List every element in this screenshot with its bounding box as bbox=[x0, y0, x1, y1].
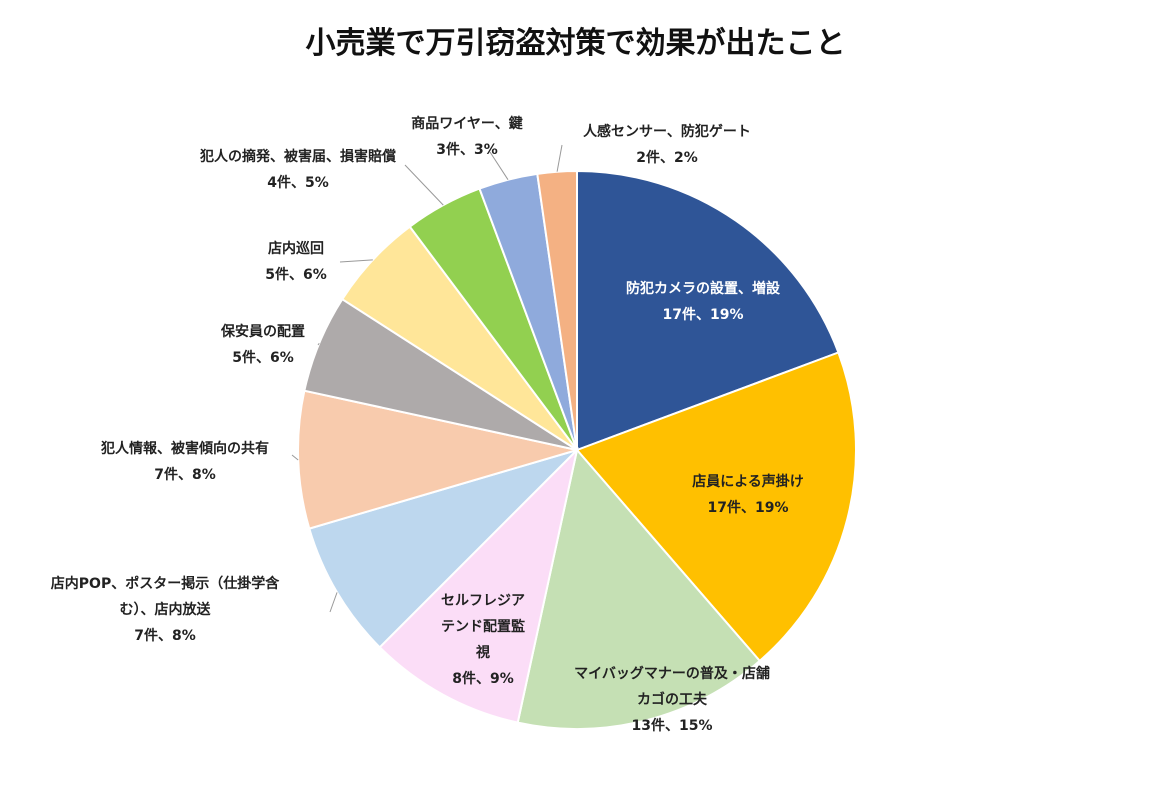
slice-value-label: 13件、15% bbox=[631, 718, 713, 734]
slice-value-label: 5件、6% bbox=[265, 267, 327, 283]
leader-line bbox=[329, 592, 338, 613]
data-label: 犯人情報、被害傾向の共有 7件、8% bbox=[65, 436, 305, 488]
data-label: 保安員の配置 5件、6% bbox=[163, 319, 363, 371]
leader-line bbox=[317, 342, 320, 346]
slice-category-label: マイバッグマナーの普及・店舗カゴの工夫 bbox=[574, 666, 770, 708]
pie-slice bbox=[297, 389, 578, 530]
data-label: 人感センサー、防犯ゲート 2件、2% bbox=[557, 119, 777, 171]
leader-line bbox=[556, 144, 563, 172]
slice-value-label: 3件、3% bbox=[436, 142, 498, 158]
slice-category-label: 犯人情報、被害傾向の共有 bbox=[101, 441, 269, 457]
slice-category-label: 店内巡回 bbox=[268, 241, 324, 257]
pie-slice bbox=[575, 351, 857, 663]
pie-slice bbox=[308, 449, 578, 649]
leader-line bbox=[404, 164, 444, 206]
slice-category-label: セルフレジアテンド配置監視 bbox=[441, 593, 525, 661]
pie-slice bbox=[536, 169, 578, 451]
leader-line bbox=[489, 151, 509, 180]
pie-slice bbox=[378, 446, 579, 724]
slice-value-label: 4件、5% bbox=[267, 175, 329, 191]
leader-line bbox=[339, 259, 373, 263]
slice-category-label: 保安員の配置 bbox=[221, 324, 305, 340]
data-label: 商品ワイヤー、鍵 3件、3% bbox=[387, 111, 547, 163]
data-label: マイバッグマナーの普及・店舗カゴの工夫 13件、15% bbox=[570, 661, 775, 739]
slice-category-label: 防犯カメラの設置、増設 bbox=[626, 281, 780, 297]
slice-category-label: 店内POP、ポスター掲示（仕掛学含む）、店内放送 bbox=[50, 576, 280, 618]
pie-slice bbox=[576, 169, 840, 452]
slice-value-label: 7件、8% bbox=[134, 628, 196, 644]
chart-title: 小売業で万引窃盗対策で効果が出たこと bbox=[305, 26, 846, 61]
data-label: 防犯カメラの設置、増設 17件、19% bbox=[588, 276, 818, 328]
slice-category-label: 店員による声掛け bbox=[692, 474, 804, 490]
leader-line bbox=[291, 454, 299, 461]
slice-value-label: 17件、19% bbox=[707, 500, 789, 516]
slice-category-label: 商品ワイヤー、鍵 bbox=[411, 116, 523, 132]
slice-value-label: 7件、8% bbox=[154, 467, 216, 483]
slice-category-label: 犯人の摘発、被害届、損害賠償 bbox=[200, 149, 396, 165]
data-label: セルフレジアテンド配置監視 8件、9% bbox=[438, 588, 528, 692]
data-label: 店内POP、ポスター掲示（仕掛学含む）、店内放送 7件、8% bbox=[40, 571, 290, 649]
slice-value-label: 2件、2% bbox=[636, 150, 698, 166]
pie-slice bbox=[516, 447, 762, 730]
data-label: 店内巡回 5件、6% bbox=[196, 236, 396, 288]
slice-value-label: 5件、6% bbox=[232, 350, 294, 366]
data-label: 犯人の摘発、被害届、損害賠償 4件、5% bbox=[178, 144, 418, 196]
data-label: 店員による声掛け 17件、19% bbox=[648, 469, 848, 521]
slice-value-label: 8件、9% bbox=[452, 671, 514, 687]
slice-category-label: 人感センサー、防犯ゲート bbox=[583, 124, 751, 140]
slice-value-label: 17件、19% bbox=[662, 307, 744, 323]
